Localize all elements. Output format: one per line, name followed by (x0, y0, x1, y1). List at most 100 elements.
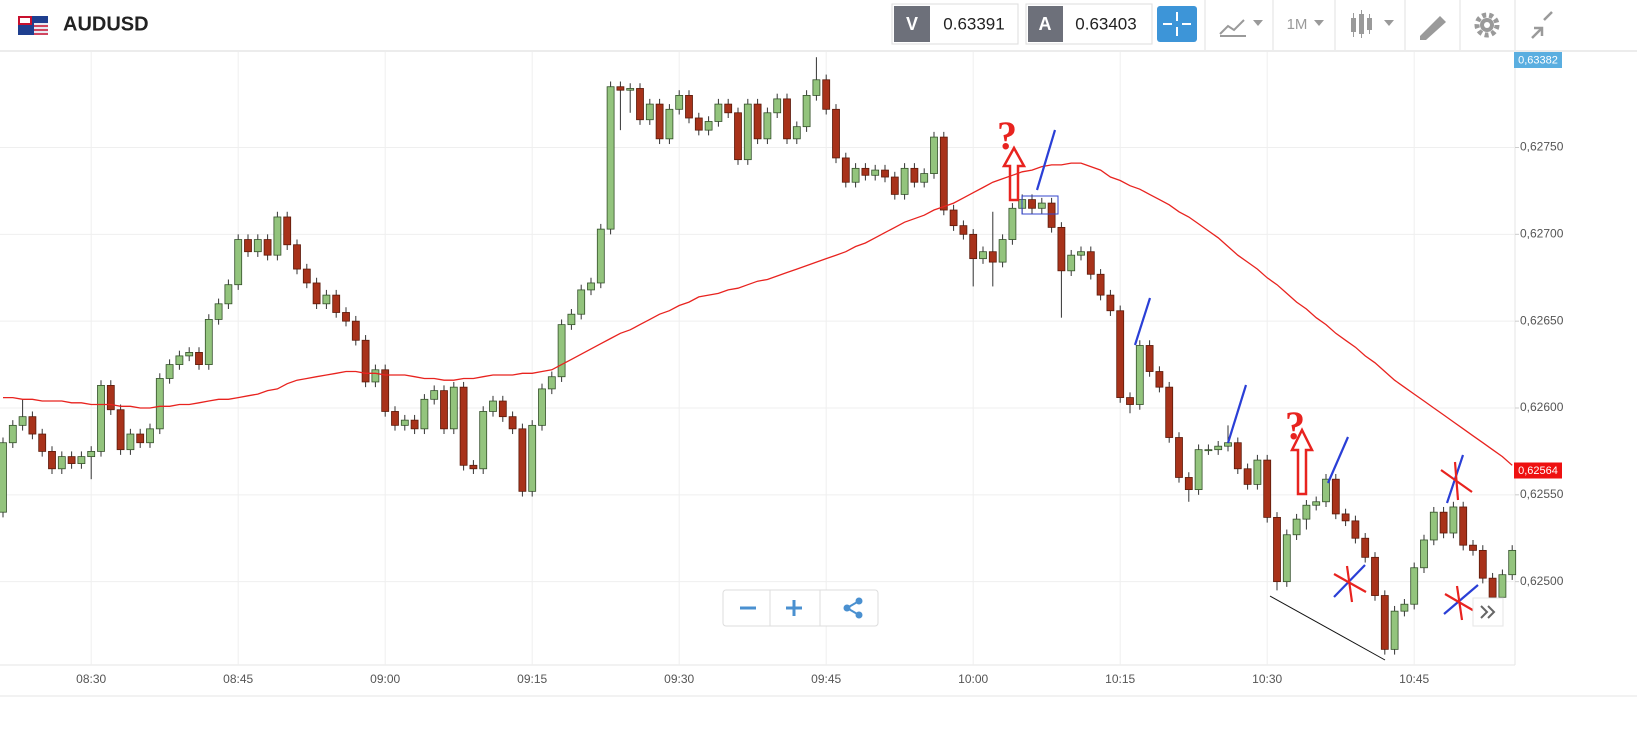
chart-type-icon[interactable] (1219, 19, 1263, 37)
timeframe-caret (1314, 20, 1324, 26)
candle-body-down (1361, 537, 1370, 558)
candle-body-up (930, 136, 938, 174)
scroll-latest-button[interactable] (1472, 597, 1504, 627)
candle-body-up (1204, 449, 1213, 452)
candle-body-down (28, 416, 37, 435)
x-tick-label: 10:30 (1252, 672, 1282, 686)
candle-body-up (430, 390, 439, 400)
y-tick-label: 0,62600 (1520, 400, 1564, 414)
annotation-arrow (1289, 427, 1315, 496)
candle-body-up (792, 126, 801, 140)
candle-body-up (900, 167, 909, 195)
candle-body-down (312, 282, 321, 305)
candle-body-up (322, 294, 331, 305)
x-tick-label: 10:15 (1105, 672, 1135, 686)
candle-body-down (832, 108, 840, 159)
candle-body-up (773, 98, 782, 114)
candle-body-down (969, 233, 978, 260)
y-tick-label: 0,62700 (1520, 227, 1564, 241)
candle-body-up (18, 416, 27, 426)
candle-body-down (244, 239, 252, 253)
collapse-icon[interactable] (1531, 11, 1553, 39)
annotation-trendline (1269, 595, 1386, 661)
candle-body-down (195, 352, 203, 365)
candle-body-up (763, 112, 772, 140)
candle-body-up (204, 319, 213, 365)
candle-body-up (371, 369, 380, 383)
candle-body-up (871, 169, 880, 176)
candle-body-up (214, 303, 223, 320)
candle-body-down (861, 167, 870, 176)
candle-body-up (979, 251, 987, 260)
candle-body-down (1057, 226, 1066, 272)
candle-body-down (459, 386, 468, 466)
zoom-in[interactable] (786, 600, 802, 616)
candle-body-down (106, 385, 115, 411)
candle-body-up (714, 103, 723, 122)
candle-body-up (1037, 202, 1046, 209)
candle-body-up (665, 108, 674, 140)
candle-body-up (538, 388, 546, 426)
last-price-label: 0,62564 (1518, 465, 1558, 477)
candle-body-up (253, 239, 262, 253)
candle-body-up (273, 216, 282, 256)
annotation-arrow (1001, 145, 1027, 202)
settings-icon[interactable] (1474, 12, 1500, 38)
candle-body-up (1253, 459, 1262, 485)
candle-body-down (1096, 273, 1105, 296)
candle-body-up (1302, 504, 1311, 520)
candle-body-down (1243, 468, 1252, 485)
annotation-box (1021, 195, 1059, 215)
candle-body-up (1067, 254, 1076, 272)
candle-body-down (381, 369, 390, 412)
candle-body-down (1371, 556, 1379, 596)
candle-body-down (67, 456, 76, 464)
candle-body-down (1273, 516, 1281, 583)
crosshair-button[interactable] (1157, 6, 1197, 42)
crosshair-icon (1163, 12, 1191, 36)
candle-body-up (1008, 207, 1017, 240)
candle-body-up (1214, 445, 1223, 451)
candle-body-up (175, 355, 184, 365)
top-price-label: 0,63382 (1518, 54, 1558, 66)
sell-label: V (906, 14, 918, 34)
candle-body-down (1086, 251, 1095, 275)
flag (18, 16, 48, 35)
timeframe[interactable]: 1M (1287, 16, 1308, 33)
candle-body-down (881, 169, 889, 178)
symbol: AUDUSD (63, 13, 149, 35)
header-bar (0, 0, 1637, 51)
candle-body-up (224, 284, 233, 305)
sell-price: 0.63391 (943, 14, 1004, 33)
candle-body-down (1184, 477, 1193, 491)
share-button[interactable] (843, 597, 863, 619)
candle-body-up (87, 451, 96, 458)
moving-average (3, 162, 1513, 466)
y-tick-label: 0,62750 (1520, 140, 1564, 154)
candle-body-down (1331, 478, 1340, 515)
candle-body-down (332, 294, 341, 313)
candle-body-down (1341, 513, 1350, 522)
candle-body-down (724, 103, 733, 114)
candle-body-down (1478, 549, 1487, 579)
candle-body-down (116, 409, 125, 451)
candle-body-down (685, 95, 693, 119)
candle-body-down (263, 239, 272, 256)
candle-body-up (420, 398, 429, 430)
candle-body-down (48, 451, 56, 470)
candle-body-up (675, 95, 684, 110)
candle-body-down (1439, 511, 1448, 534)
candle-icon[interactable] (1351, 10, 1394, 38)
buy-price: 0.63403 (1075, 14, 1136, 33)
candle-body-up (851, 167, 860, 183)
candle-body-down (293, 244, 301, 270)
candle-body-down (1028, 199, 1036, 209)
draw-icon[interactable] (1420, 16, 1446, 40)
candle-body-down (469, 464, 478, 470)
candle-body-down (508, 416, 517, 430)
candle-body-down (440, 390, 448, 430)
candle-body-up (77, 456, 86, 464)
x-tick-label: 09:30 (664, 672, 694, 686)
